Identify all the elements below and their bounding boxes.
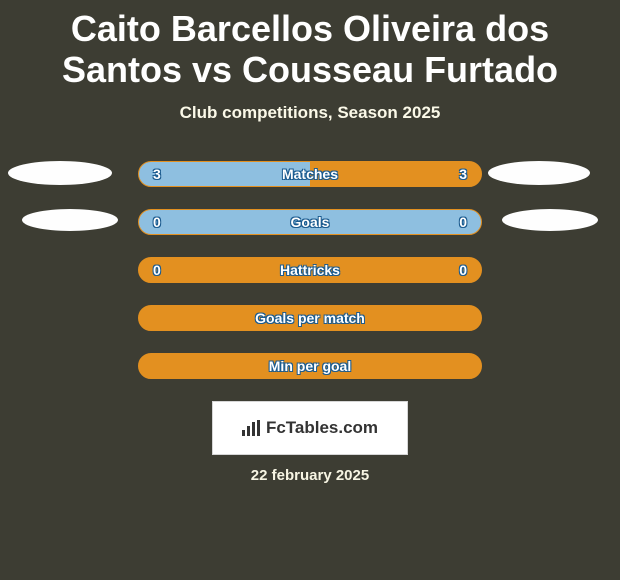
- stat-row: Goals per match: [0, 305, 620, 331]
- stat-label: Min per goal: [269, 358, 351, 374]
- compare-block: 3 Matches 3 0 Goals 0 0 Hattricks 0 Goals per mat…: [0, 161, 620, 484]
- logo-text: FcTables.com: [266, 418, 378, 438]
- subtitle: Club competitions, Season 2025: [0, 103, 620, 123]
- page-title: Caito Barcellos Oliveira dos Santos vs C…: [0, 0, 620, 95]
- date-line: 22 february 2025: [0, 467, 620, 484]
- bars-container: 3 Matches 3 0 Goals 0 0 Hattricks 0 Goals per mat…: [0, 161, 620, 379]
- stat-value-left: 3: [153, 166, 161, 182]
- stat-label: Goals per match: [255, 310, 365, 326]
- stat-label: Matches: [282, 166, 338, 182]
- bar-chart-icon: [242, 420, 260, 436]
- stat-value-left: 0: [153, 262, 161, 278]
- stat-row: Min per goal: [0, 353, 620, 379]
- logo-box: FcTables.com: [212, 401, 408, 455]
- stat-row: 3 Matches 3: [0, 161, 620, 187]
- stat-row: 0 Goals 0: [0, 209, 620, 235]
- stat-bar: 0 Hattricks 0: [138, 257, 482, 283]
- stat-bar: Goals per match: [138, 305, 482, 331]
- stat-label: Goals: [291, 214, 330, 230]
- stat-row: 0 Hattricks 0: [0, 257, 620, 283]
- stat-value-right: 3: [459, 166, 467, 182]
- stat-label: Hattricks: [280, 262, 340, 278]
- stat-value-right: 0: [459, 262, 467, 278]
- stat-value-left: 0: [153, 214, 161, 230]
- comparison-infographic: Caito Barcellos Oliveira dos Santos vs C…: [0, 0, 620, 580]
- stat-value-right: 0: [459, 214, 467, 230]
- stat-bar: 0 Goals 0: [138, 209, 482, 235]
- stat-bar: 3 Matches 3: [138, 161, 482, 187]
- stat-bar: Min per goal: [138, 353, 482, 379]
